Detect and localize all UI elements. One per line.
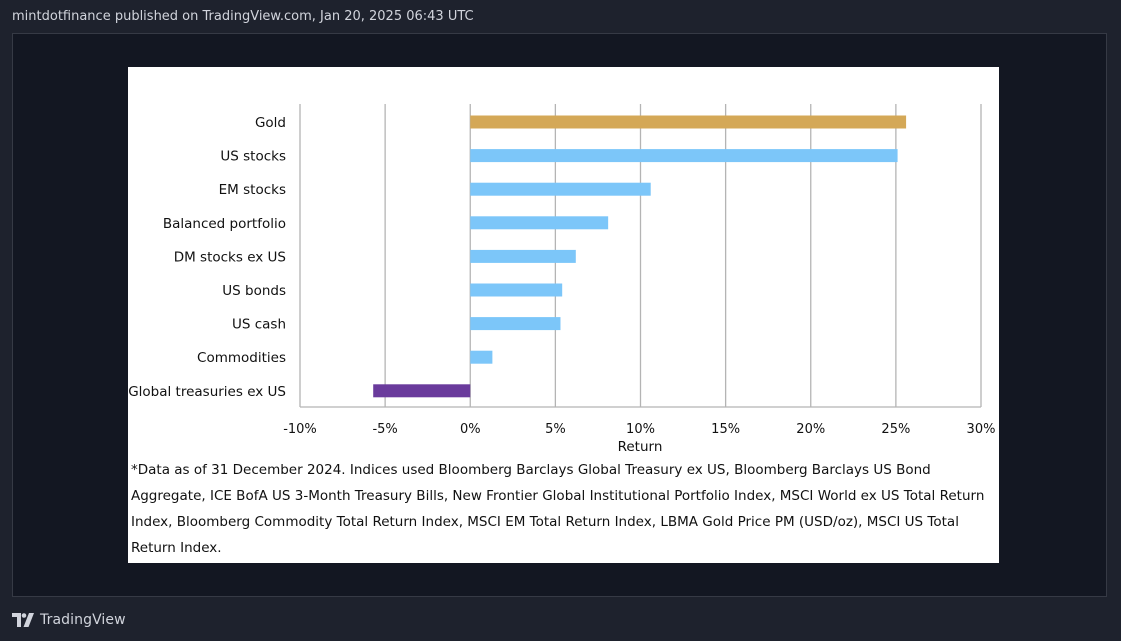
chart-footnote: *Data as of 31 December 2024. Indices us… — [131, 462, 985, 556]
bar — [470, 216, 609, 230]
x-tick-label: 10% — [626, 422, 655, 437]
category-label: Gold — [255, 115, 286, 131]
x-tick-label: 20% — [796, 422, 825, 437]
x-tick-label: -5% — [372, 422, 397, 437]
category-label: Commodities — [197, 350, 286, 366]
category-label: Balanced portfolio — [163, 216, 286, 232]
bar — [470, 149, 898, 163]
x-tick-label: 25% — [881, 422, 910, 437]
tradingview-brand[interactable]: TradingView — [12, 610, 126, 630]
tradingview-logo-icon — [12, 613, 34, 627]
x-tick-label: -10% — [283, 422, 317, 437]
category-label: US stocks — [220, 149, 286, 165]
publish-header: mintdotfinance published on TradingView.… — [12, 9, 474, 24]
x-axis-label: Return — [618, 439, 663, 455]
category-label: DM stocks ex US — [174, 249, 286, 265]
x-tick-label: 30% — [967, 422, 996, 437]
category-label: EM stocks — [219, 182, 286, 198]
x-tick-label: 15% — [711, 422, 740, 437]
bar — [470, 317, 561, 331]
bar — [470, 115, 907, 129]
bar — [470, 283, 563, 297]
bar — [373, 384, 471, 398]
category-label: US bonds — [222, 283, 286, 299]
return-bar-chart: Gold US stocks EM stocks Balanced portfolio… — [128, 104, 996, 455]
category-label: US cash — [232, 317, 286, 333]
bar — [470, 350, 493, 364]
chart-card: Gold US stocks EM stocks Balanced portfolio… — [128, 67, 999, 563]
x-tick-label: 5% — [545, 422, 566, 437]
brand-name: TradingView — [40, 612, 126, 628]
bar — [470, 182, 651, 196]
x-tick-label: 0% — [460, 422, 481, 437]
category-label: Global treasuries ex US — [128, 384, 286, 400]
bar — [470, 249, 576, 263]
